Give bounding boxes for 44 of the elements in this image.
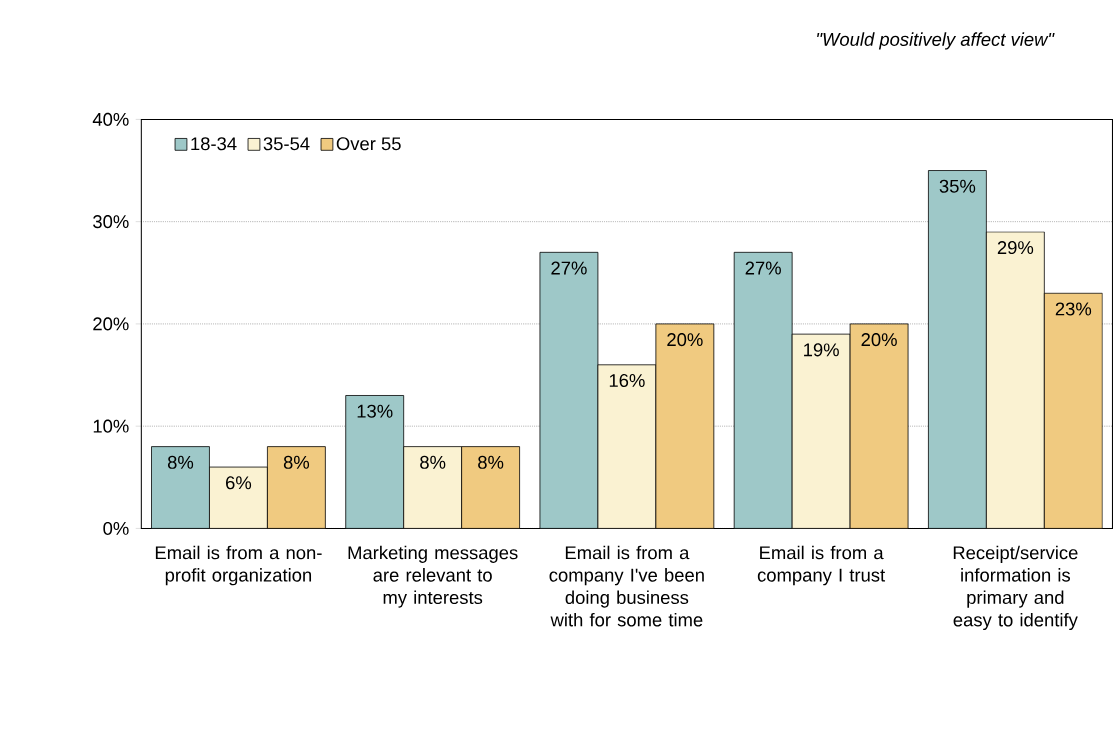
data-label: 6% [226,476,252,490]
data-label: 20% [861,333,897,347]
bar [151,446,210,529]
data-label: 29% [997,241,1034,255]
data-label: 13% [357,404,393,418]
bar [597,364,656,529]
y-tick-label: 0% [103,521,129,535]
bar [209,467,268,529]
y-tick-label: 20% [93,317,129,331]
bar [267,446,326,529]
bar [850,323,909,529]
x-tick-label: Email is from a company I trust [757,545,886,586]
data-label: 27% [551,261,587,275]
x-tick-label: Receipt/service information is primary and easy to identify [953,545,1078,631]
x-tick-label: Email is from a company I've been doing business with for some time [549,545,704,627]
x-tick-label: Email is from a non-profit organization [155,545,322,586]
y-tick-label: 30% [93,215,129,229]
bar [928,170,987,529]
data-label: 19% [804,343,839,357]
bar [345,395,404,529]
chart-title: "Would positively affect view" [817,32,1055,50]
y-tick-label: 10% [93,419,129,433]
bar [403,446,462,529]
data-label: 16% [609,373,645,388]
data-label: 8% [283,455,310,469]
data-label: 35% [939,179,976,193]
x-tick-label: Marketing messages are relevant to my interests [348,545,518,608]
legend-label: 35-54 [263,137,310,151]
y-tick-label: 40% [92,112,129,126]
bar [655,323,714,529]
data-label: 23% [1055,302,1092,316]
data-label: 8% [167,455,194,469]
bar [734,252,793,529]
legend-label: Over 55 [336,137,401,151]
data-label: 20% [667,333,703,347]
bar [792,334,851,529]
data-label: 27% [745,261,781,275]
bar [539,252,598,529]
bar [1043,292,1103,529]
bar [985,231,1045,529]
legend-label: 18-34 [191,137,237,151]
data-label: 8% [420,455,446,469]
data-label: 8% [478,455,504,469]
bar [461,446,520,529]
